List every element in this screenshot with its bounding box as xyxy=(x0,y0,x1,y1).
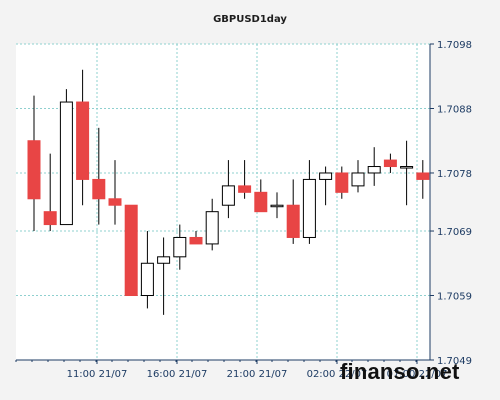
y-tick-label: 1.7059 xyxy=(437,292,472,303)
candle xyxy=(416,160,430,199)
candle-body-down xyxy=(238,185,252,193)
chart-title: GBPUSD1day xyxy=(213,14,287,25)
candle xyxy=(76,69,90,206)
y-tick-label: 1.7049 xyxy=(437,356,472,367)
y-tick-label: 1.7078 xyxy=(437,169,472,180)
candle-body-up xyxy=(157,256,171,264)
candle xyxy=(270,192,284,219)
candle-body-down xyxy=(189,236,203,245)
candle-body-down xyxy=(416,172,430,180)
x-tick-label: 16:00 21/07 xyxy=(147,369,208,380)
candle-body-up xyxy=(351,172,365,187)
candle xyxy=(92,127,106,225)
candle-body-up xyxy=(400,166,414,169)
candle xyxy=(108,160,122,225)
y-tick-label: 1.7069 xyxy=(437,227,472,238)
candle xyxy=(254,179,268,213)
candle xyxy=(238,160,252,199)
candle xyxy=(286,179,300,244)
candle xyxy=(27,95,41,232)
candle xyxy=(59,89,73,226)
candle xyxy=(319,166,333,206)
candle-body-up xyxy=(319,172,333,180)
x-tick-label: 02:00 22/07 xyxy=(307,369,368,380)
candle-body-down xyxy=(92,178,106,200)
candle-body-up xyxy=(302,178,316,238)
x-tick-label: 07:00 22/07 xyxy=(387,369,448,380)
candle-body-down xyxy=(43,211,57,226)
candle-body-down xyxy=(254,191,268,213)
watermark-logo: finanso.net xyxy=(340,359,460,384)
candle-body-down xyxy=(108,198,122,206)
x-tick-label: 21:00 21/07 xyxy=(227,369,288,380)
candle-body-down xyxy=(335,172,349,193)
axes-layer xyxy=(15,43,434,364)
candle-body-down xyxy=(124,204,138,297)
candle xyxy=(367,147,381,186)
candle xyxy=(302,160,316,244)
candle-body-up xyxy=(140,262,154,297)
candle-body-up xyxy=(173,236,187,258)
candle-body-up xyxy=(221,185,235,206)
candle xyxy=(173,224,187,270)
candle-body-up xyxy=(205,211,219,245)
labels-layer: 1.7098 1.7088 1.7078 1.7069 1.7059 1.7049 11:0… xyxy=(67,40,472,380)
x-tick-label: 11:00 21/07 xyxy=(67,369,128,380)
candle-body-up xyxy=(59,101,73,226)
candle xyxy=(124,204,138,297)
candle-body-down xyxy=(27,140,41,200)
candle-body-up xyxy=(367,166,381,174)
candle xyxy=(335,166,349,199)
candle xyxy=(157,237,171,315)
candle xyxy=(43,153,57,232)
candle xyxy=(351,160,365,193)
candle xyxy=(383,153,397,173)
candle xyxy=(205,198,219,251)
y-tick-label: 1.7088 xyxy=(437,104,472,115)
y-tick-label: 1.7098 xyxy=(437,40,472,51)
candle-body-up xyxy=(270,204,284,208)
candle-body-down xyxy=(383,159,397,168)
candle xyxy=(140,231,154,309)
candles-layer xyxy=(27,69,430,315)
candle xyxy=(221,160,235,219)
candle xyxy=(400,140,414,206)
candle-body-down xyxy=(76,101,90,180)
candle-body-down xyxy=(286,204,300,238)
candle xyxy=(189,231,203,245)
